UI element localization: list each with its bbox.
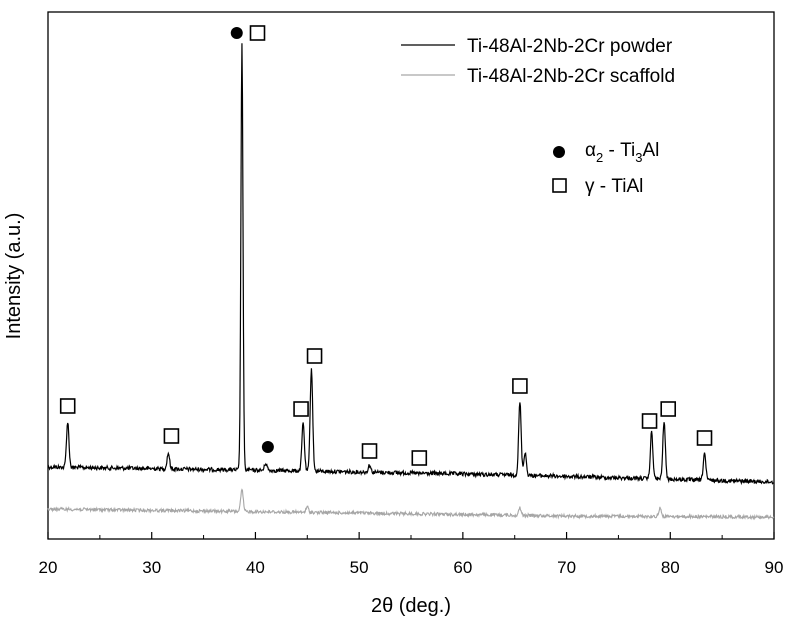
phase-marker-alpha2 — [230, 27, 243, 39]
phase-marker-alpha2 — [261, 441, 274, 453]
x-tick-label-50: 50 — [350, 558, 369, 577]
series-line-powder — [47, 43, 775, 486]
marker-layer — [59, 25, 713, 466]
y-axis-label: Intensity (a.u.) — [3, 213, 25, 340]
phase-marker-gamma — [249, 25, 266, 41]
phase-legend-alpha2-symbol — [553, 146, 565, 158]
x-tick-label-20: 20 — [39, 558, 58, 577]
phase-legend: α2 - Ti3Al γ - TiAl — [552, 140, 659, 197]
legend-label-scaffold: Ti-48Al-2Nb-2Cr scaffold — [467, 66, 675, 87]
phase-marker-gamma — [293, 401, 309, 417]
phase-marker-gamma — [696, 430, 713, 446]
phase-marker-gamma — [512, 378, 528, 394]
series-legend: Ti-48Al-2Nb-2Cr powder Ti-48Al-2Nb-2Cr s… — [401, 36, 675, 87]
phase-marker-gamma — [411, 450, 428, 466]
x-tick-label-60: 60 — [453, 558, 472, 577]
legend-label-powder: Ti-48Al-2Nb-2Cr powder — [467, 36, 673, 57]
x-tick-label-80: 80 — [661, 558, 680, 577]
phase-legend-gamma-label: γ - TiAl — [585, 176, 643, 197]
phase-marker-gamma — [660, 401, 677, 417]
x-tick-label-40: 40 — [246, 558, 265, 577]
plot-frame — [47, 11, 775, 540]
x-tick-label-90: 90 — [765, 558, 784, 577]
phase-marker-gamma — [59, 398, 76, 414]
phase-marker-gamma — [641, 413, 658, 429]
phase-legend-alpha2-label: α2 - Ti3Al — [585, 140, 659, 165]
x-axis-label: 2θ (deg.) — [371, 595, 451, 617]
x-tick-label-30: 30 — [142, 558, 161, 577]
phase-marker-gamma — [163, 428, 180, 444]
phase-marker-gamma — [306, 348, 323, 364]
series-layer — [47, 43, 775, 521]
series-line-scaffold — [47, 488, 775, 521]
phase-legend-gamma-symbol — [552, 178, 567, 193]
x-tick-label-70: 70 — [557, 558, 576, 577]
phase-marker-gamma — [361, 443, 378, 459]
x-axis-ticks: 20 30 40 50 60 70 80 90 — [39, 532, 784, 577]
